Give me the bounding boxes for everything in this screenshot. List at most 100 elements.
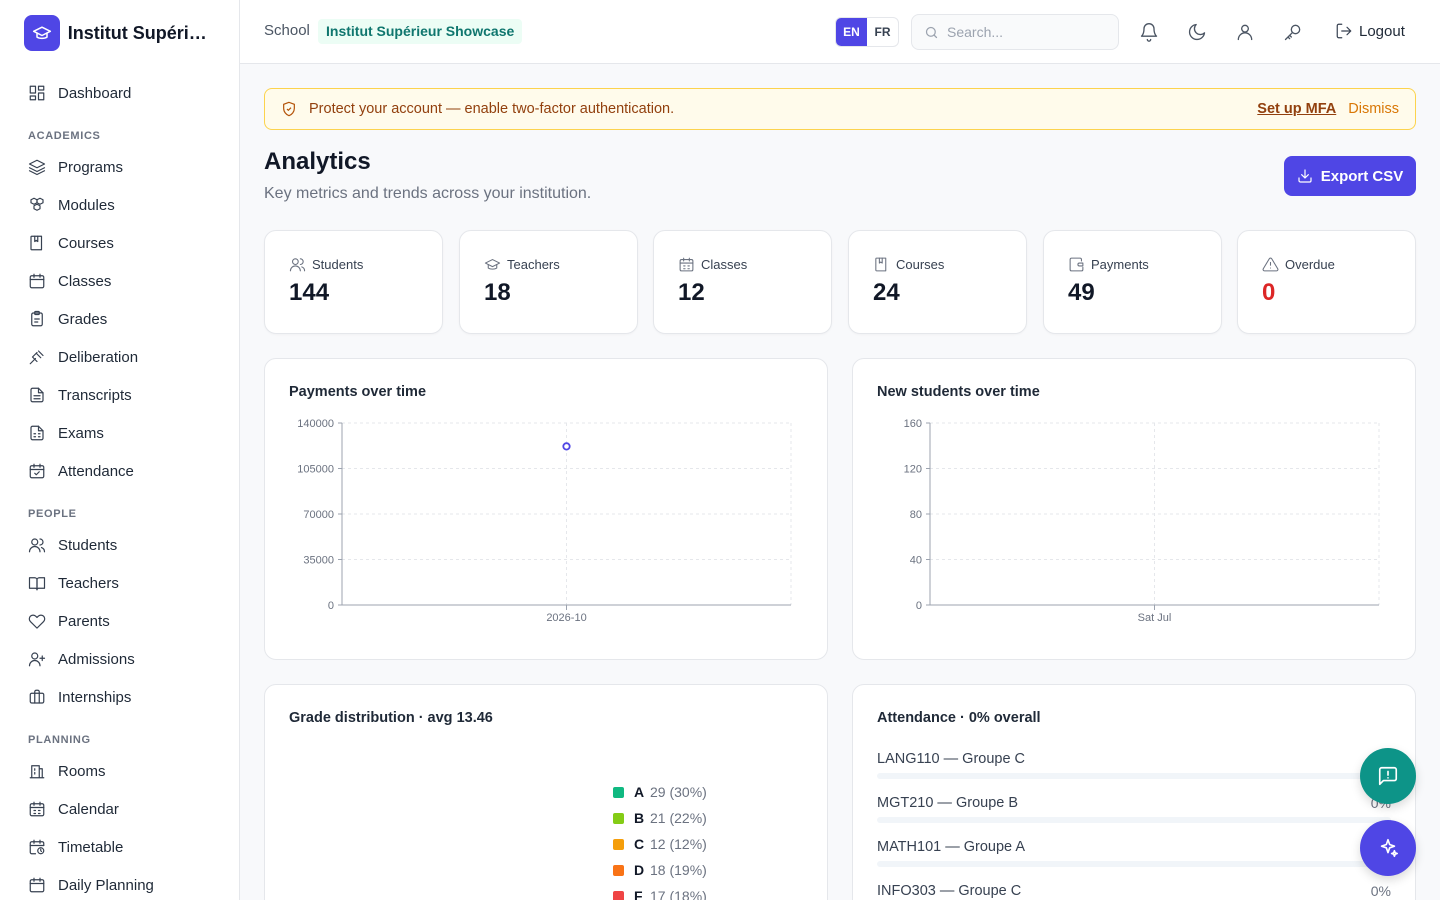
graduation-cap-icon — [484, 259, 501, 270]
search-input[interactable] — [947, 24, 1097, 40]
book-open-icon — [28, 577, 46, 591]
sidebar-item-label: Programs — [58, 158, 124, 176]
lang-fr-button[interactable]: FR — [874, 25, 891, 39]
sidebar-item-programs[interactable]: Programs — [0, 148, 239, 186]
sidebar-item-timetable[interactable]: Timetable — [0, 828, 239, 866]
attendance-bar — [877, 773, 1391, 779]
sidebar-item-modules[interactable]: Modules — [0, 186, 239, 224]
y-tick-label: 160 — [904, 418, 922, 430]
users-icon — [28, 538, 46, 553]
legend-swatch — [613, 890, 624, 900]
attendance-class-label: INFO303 — Groupe C — [877, 883, 1022, 899]
book-icon — [30, 235, 43, 251]
lang-en-button[interactable]: EN — [836, 18, 867, 46]
legend-count: 12 — [650, 836, 666, 852]
attendance-row[interactable]: LANG110 — Groupe C 0% — [877, 751, 1391, 779]
chart-title: Grade distribution · avg 13.46 — [289, 710, 493, 726]
sidebar-item-deliberation[interactable]: Deliberation — [0, 338, 239, 376]
legend-count: 21 — [650, 810, 666, 826]
grade-legend: A 29 (30%) B 21 (22%) C 12 (12%) D 18 (1… — [613, 779, 707, 900]
stat-card-payments[interactable]: Payments 49 — [1043, 230, 1222, 334]
brand[interactable]: Institut Supérieur Showcase — [0, 0, 239, 66]
sidebar-item-calendar[interactable]: Calendar — [0, 790, 239, 828]
attendance-row[interactable]: INFO303 — Groupe C 0% — [877, 883, 1391, 900]
legend-swatch — [613, 838, 624, 850]
export-csv-button[interactable]: Export CSV — [1284, 156, 1416, 196]
stat-card-teachers[interactable]: Teachers 18 — [459, 230, 638, 334]
sidebar-item-label: Rooms — [58, 762, 106, 780]
calendar-icon — [679, 257, 694, 272]
legend-percent: (22%) — [669, 810, 707, 826]
stat-card-students[interactable]: Students 144 — [264, 230, 443, 334]
sidebar-item-teachers[interactable]: Teachers — [0, 564, 239, 602]
user-plus-icon — [28, 652, 46, 667]
legend-item[interactable]: D 18 (19%) — [613, 857, 707, 883]
logout-label: Logout — [1359, 22, 1405, 40]
y-tick-label: 70000 — [303, 509, 334, 521]
y-tick-label: 120 — [904, 464, 922, 476]
sidebar-item-grades[interactable]: Grades — [0, 300, 239, 338]
sidebar-item-label: Parents — [58, 612, 110, 630]
sidebar-item-parents[interactable]: Parents — [0, 602, 239, 640]
attendance-class-label: MGT210 — Groupe B — [877, 795, 1019, 811]
sidebar-item-rooms[interactable]: Rooms — [0, 752, 239, 790]
moon-icon — [1188, 23, 1206, 41]
sidebar-item-label: Deliberation — [58, 348, 139, 366]
setup-mfa-link[interactable]: Set up MFA — [1257, 101, 1337, 117]
sidebar-item-students[interactable]: Students — [0, 526, 239, 564]
sidebar-item-label: Calendar — [58, 800, 119, 818]
stat-card-overdue[interactable]: Overdue 0 — [1237, 230, 1416, 334]
sidebar-item-dashboard[interactable]: Dashboard — [0, 74, 239, 112]
book-icon — [875, 257, 887, 272]
legend-percent: (19%) — [669, 862, 707, 878]
sidebar-item-courses[interactable]: Courses — [0, 224, 239, 262]
page-subtitle: Key metrics and trends across your insti… — [264, 185, 592, 202]
stat-card-courses[interactable]: Courses 24 — [848, 230, 1027, 334]
sidebar-item-attendance[interactable]: Attendance — [0, 452, 239, 490]
legend-item[interactable]: C 12 (12%) — [613, 831, 707, 857]
chart-title: New students over time — [877, 384, 1040, 400]
sidebar-item-daily-planning[interactable]: Daily Planning — [0, 866, 239, 900]
briefcase-icon — [29, 689, 45, 704]
legend-item[interactable]: A 29 (30%) — [613, 779, 707, 805]
legend-swatch — [613, 786, 624, 798]
legend-item[interactable]: F 17 (18%) — [613, 883, 707, 900]
stat-value: 12 — [678, 279, 705, 306]
mfa-banner: Protect your account — enable two-factor… — [264, 88, 1416, 130]
stat-card-classes[interactable]: Classes 12 — [653, 230, 832, 334]
sidebar-item-classes[interactable]: Classes — [0, 262, 239, 300]
x-tick-label: Sat Jul — [1138, 612, 1172, 624]
legend-item[interactable]: B 21 (22%) — [613, 805, 707, 831]
sidebar-item-admissions[interactable]: Admissions — [0, 640, 239, 678]
sidebar-item-transcripts[interactable]: Transcripts — [0, 376, 239, 414]
file-text-icon — [30, 387, 44, 403]
heart-icon — [28, 614, 46, 629]
ai-assistant-button[interactable] — [1360, 820, 1416, 876]
sidebar-item-internships[interactable]: Internships — [0, 678, 239, 716]
sidebar-item-exams[interactable]: Exams — [0, 414, 239, 452]
school-name-chip[interactable]: Institut Supérieur Showcase — [318, 19, 523, 44]
sidebar-item-label: Admissions — [58, 650, 135, 668]
profile-button[interactable] — [1235, 22, 1255, 42]
sidebar-item-label: Grades — [58, 310, 108, 328]
search-icon — [925, 26, 938, 38]
stat-label: Students — [312, 257, 364, 272]
feedback-chat-button[interactable] — [1360, 748, 1416, 804]
stat-label: Courses — [896, 257, 945, 272]
theme-toggle-button[interactable] — [1187, 22, 1207, 42]
payments-chart-panel: Payments over time 0 35000 70000 105000 1400… — [264, 358, 828, 660]
change-password-button[interactable] — [1283, 22, 1303, 42]
calendar-clock-icon — [29, 839, 45, 855]
dismiss-button[interactable]: Dismiss — [1348, 101, 1399, 117]
calendar-icon — [29, 273, 45, 289]
attendance-row[interactable]: MATH101 — Groupe A 0% — [877, 839, 1391, 867]
users-icon — [289, 258, 306, 272]
sidebar-item-label: Internships — [58, 688, 132, 706]
notifications-button[interactable] — [1139, 22, 1159, 42]
message-alert-icon — [1378, 766, 1398, 786]
logout-button[interactable]: Logout — [1335, 22, 1405, 40]
export-csv-label: Export CSV — [1320, 167, 1404, 185]
stat-label: Classes — [701, 257, 748, 272]
sidebar-item-label: Exams — [58, 424, 104, 442]
attendance-row[interactable]: MGT210 — Groupe B 0% — [877, 795, 1391, 823]
